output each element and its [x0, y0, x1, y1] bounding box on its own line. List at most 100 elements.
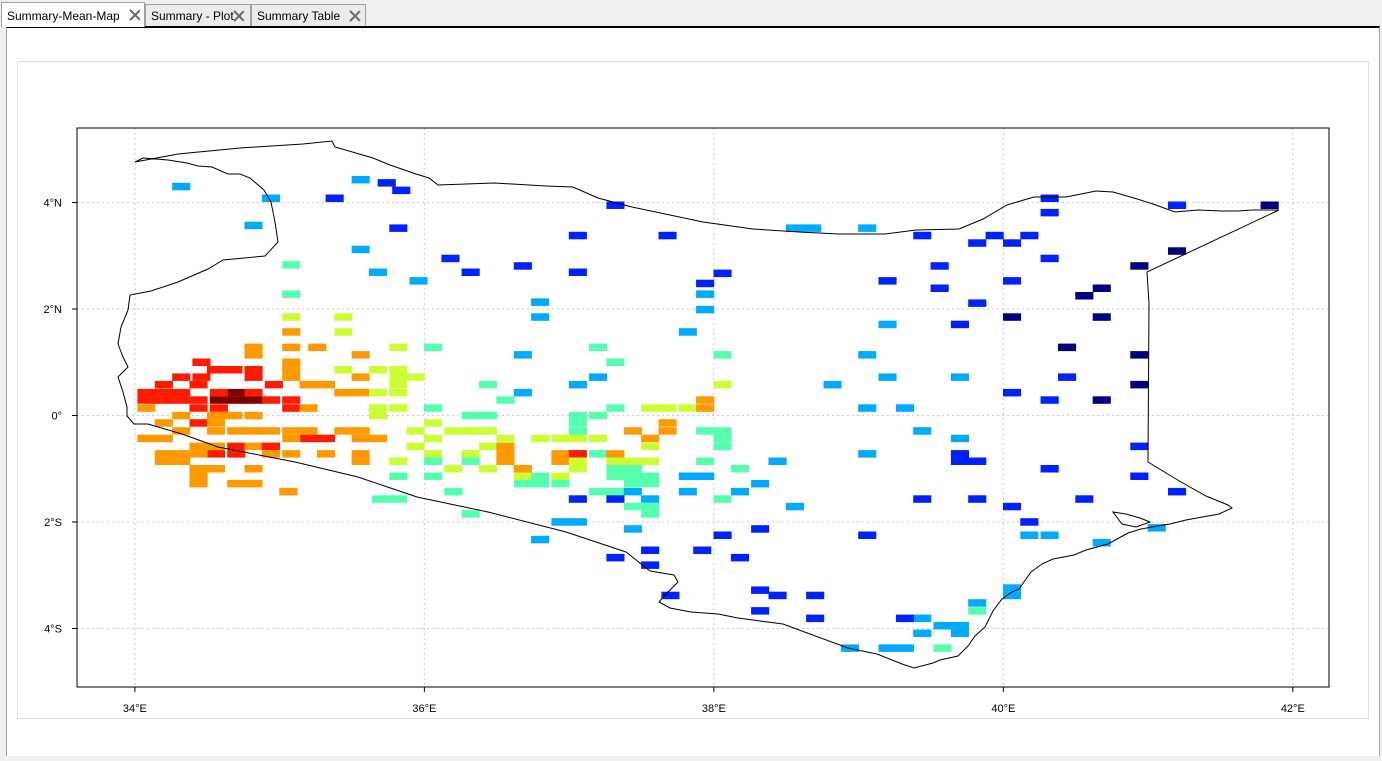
grid-cell — [334, 427, 353, 435]
grid-cell — [1130, 351, 1149, 359]
grid-cell — [930, 262, 949, 270]
grid-cell — [606, 553, 625, 562]
grid-cell — [730, 487, 749, 496]
grid-cell — [985, 231, 1004, 240]
tab-summary-table[interactable]: Summary Table — [251, 4, 366, 26]
tab-summary-plot[interactable]: Summary - Plot — [145, 4, 251, 26]
grid-cell — [282, 396, 301, 404]
y-tick-label: 2°S — [44, 517, 62, 529]
grid-cell — [751, 607, 770, 615]
grid-cell — [154, 434, 173, 443]
grid-cell — [244, 465, 263, 473]
close-icon[interactable] — [349, 10, 361, 22]
grid-cell — [1130, 442, 1149, 451]
grid-cell — [351, 373, 370, 381]
grid-cell — [496, 442, 515, 451]
grid-cell — [189, 419, 208, 427]
grid-cell — [189, 465, 208, 473]
grid-cell — [623, 479, 642, 488]
grid-cell — [895, 644, 914, 652]
grid-cell — [406, 373, 425, 381]
grid-cell — [392, 186, 411, 195]
grid-cell — [189, 479, 208, 488]
grid-cell — [913, 614, 932, 623]
grid-cell — [371, 495, 390, 503]
grid-cell — [227, 442, 246, 451]
grid-cell — [531, 479, 550, 488]
grid-cell — [409, 277, 428, 285]
grid-cell — [461, 450, 480, 458]
grid-cell — [461, 457, 480, 465]
grid-cell — [713, 442, 732, 451]
grid-cell — [189, 380, 208, 389]
grid-cell — [568, 411, 587, 420]
grid-cell — [933, 622, 952, 630]
grid-cell — [623, 427, 642, 435]
grid-cell — [589, 450, 608, 458]
grid-cell — [424, 404, 443, 412]
grid-cell — [806, 614, 825, 623]
close-icon[interactable] — [129, 9, 141, 21]
grid-cell — [389, 495, 408, 503]
grid-cell — [696, 404, 715, 412]
grid-cell — [227, 427, 246, 435]
grid-cell — [713, 380, 732, 389]
grid-cell — [785, 224, 804, 232]
grid-cell — [641, 561, 660, 569]
grid-cell — [461, 427, 480, 435]
grid-cell — [282, 358, 301, 366]
grid-cell — [768, 591, 787, 600]
tab-bar: Summary-Mean-Map Summary - Plot Summary … — [0, 0, 1382, 27]
grid-cell — [444, 465, 463, 473]
grid-cell — [227, 396, 246, 404]
grid-cell — [641, 502, 660, 511]
grid-cell — [377, 179, 396, 187]
close-icon[interactable] — [233, 10, 245, 22]
grid-cell — [1168, 487, 1187, 496]
grid-cell — [137, 404, 156, 412]
grid-cell — [641, 442, 660, 451]
grid-cell — [172, 396, 191, 404]
grid-cell — [713, 495, 732, 503]
grid-cell — [606, 450, 625, 458]
x-tick-label: 42°E — [1281, 703, 1305, 715]
grid-cell — [1260, 201, 1279, 209]
grid-cell — [1003, 591, 1022, 600]
grid-cell — [606, 495, 625, 503]
grid-cell — [209, 388, 228, 397]
grid-cell — [264, 380, 283, 389]
grid-cell — [479, 380, 498, 389]
grid-cell — [568, 427, 587, 435]
grid-cell — [334, 388, 353, 397]
grid-cell — [389, 343, 408, 352]
grid-cell — [950, 457, 969, 465]
grid-cell — [513, 262, 532, 270]
grid-cell — [913, 427, 932, 435]
grid-cell — [678, 487, 697, 496]
grid-cell — [950, 622, 969, 630]
grid-cell — [513, 388, 532, 397]
kenya-mean-map: 34°E 36°E 38°E 40°E 42°E 4°N 2°N 0° 2°S 4°S — [44, 127, 1330, 715]
grid-cell — [1040, 208, 1059, 217]
y-axis: 4°N 2°N 0° 2°S 4°S — [44, 198, 77, 635]
grid-cell — [424, 343, 443, 352]
grid-cell — [406, 427, 425, 435]
grid-cell — [351, 351, 370, 359]
grid-cell — [334, 313, 353, 321]
grid-cell — [389, 373, 408, 381]
grid-cell — [224, 366, 243, 374]
grid-cell — [606, 358, 625, 366]
tab-summary-mean-map[interactable]: Summary-Mean-Map — [1, 2, 145, 27]
grid-cell — [282, 290, 301, 298]
x-tick-label: 40°E — [991, 703, 1015, 715]
grid-cell — [623, 525, 642, 533]
grid-cell — [1003, 313, 1022, 321]
grid-cell — [227, 388, 246, 397]
grid-cell — [589, 343, 608, 352]
grid-cell — [424, 450, 443, 458]
grid-cell — [623, 502, 642, 511]
grid-cell — [696, 472, 715, 480]
grid-cell — [389, 224, 408, 232]
grid-cell — [282, 404, 301, 412]
grid-cell — [244, 221, 263, 230]
